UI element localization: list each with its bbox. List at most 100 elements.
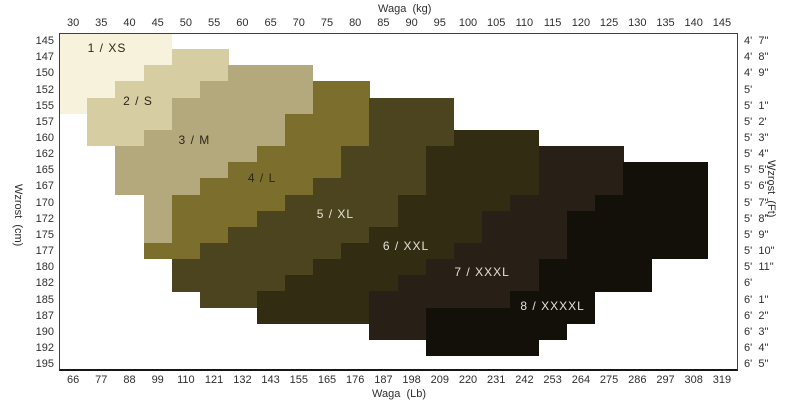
tick-cm-155: 155 bbox=[35, 99, 54, 112]
region-cell-L bbox=[228, 162, 342, 179]
region-cell-XXXL bbox=[397, 275, 539, 292]
tick-lb-165: 165 bbox=[317, 374, 337, 386]
region-cell-XL bbox=[171, 259, 314, 276]
region-cell-XXXL bbox=[425, 259, 539, 276]
tick-cm-162: 162 bbox=[35, 148, 54, 161]
tick-kg-35: 35 bbox=[95, 17, 108, 29]
region-cell-XXXXL bbox=[595, 194, 709, 212]
region-cell-XS bbox=[59, 49, 173, 66]
tick-lb-187: 187 bbox=[374, 374, 393, 386]
region-cell-XL bbox=[341, 146, 427, 163]
tick-kg-140: 140 bbox=[684, 17, 703, 29]
region-cell-XXL bbox=[397, 194, 511, 212]
region-cell-XS bbox=[59, 65, 145, 82]
region-cell-L bbox=[284, 113, 370, 131]
region-cell-XL bbox=[369, 129, 455, 147]
region-cell-XL bbox=[369, 113, 455, 131]
region-cell-M bbox=[200, 81, 314, 98]
tick-lb-286: 286 bbox=[628, 374, 647, 386]
region-cell-XL bbox=[369, 97, 455, 115]
region-cell-XXXXL bbox=[425, 323, 568, 341]
region-cell-L bbox=[171, 210, 257, 228]
region-cell-XXL bbox=[256, 291, 370, 308]
tick-cm-170: 170 bbox=[35, 196, 54, 209]
region-cell-XXL bbox=[425, 162, 539, 179]
region-cell-M bbox=[115, 162, 229, 179]
region-cell-S bbox=[87, 113, 173, 131]
tick-lb-231: 231 bbox=[487, 374, 506, 386]
tick-ft-7: 5' 4" bbox=[744, 148, 769, 161]
region-cell-XXXXL bbox=[623, 178, 709, 195]
region-cell-XL bbox=[200, 291, 257, 308]
region-cell-XXXXL bbox=[425, 307, 596, 325]
tick-kg-45: 45 bbox=[151, 17, 164, 29]
tick-lb-275: 275 bbox=[599, 374, 619, 386]
tick-lb-155: 155 bbox=[289, 374, 308, 386]
tick-cm-190: 190 bbox=[35, 325, 54, 338]
tick-cm-167: 167 bbox=[35, 180, 54, 193]
region-cell-M bbox=[143, 210, 173, 228]
tick-ft-10: 5' 7" bbox=[744, 196, 769, 209]
region-cell-XXL bbox=[397, 210, 483, 228]
tick-kg-75: 75 bbox=[320, 17, 334, 29]
tick-kg-130: 130 bbox=[628, 17, 647, 29]
region-cell-XXXXL bbox=[425, 339, 539, 357]
region-cell-XXXXL bbox=[623, 162, 709, 179]
region-cell-L bbox=[284, 129, 370, 147]
region-cell-L bbox=[143, 242, 201, 260]
tick-cm-157: 157 bbox=[35, 115, 54, 128]
tick-lb-264: 264 bbox=[571, 374, 591, 386]
region-cell-XXXXL bbox=[510, 291, 596, 308]
region-cell-XS bbox=[59, 97, 88, 115]
tick-ft-12: 5' 9" bbox=[744, 228, 769, 241]
tick-lb-209: 209 bbox=[430, 374, 449, 386]
region-cell-M bbox=[143, 226, 173, 244]
region-cell-XXXL bbox=[538, 162, 624, 179]
tick-cm-185: 185 bbox=[35, 293, 54, 306]
region-cell-XXL bbox=[369, 226, 483, 244]
region-cell-XXXXL bbox=[566, 226, 709, 244]
region-cell-XXXL bbox=[369, 307, 427, 325]
region-cell-S bbox=[143, 65, 229, 82]
tick-lb-88: 88 bbox=[123, 374, 136, 386]
region-cell-XXXL bbox=[453, 242, 568, 260]
region-cell-XXXL bbox=[510, 194, 596, 212]
region-cell-L bbox=[200, 178, 314, 195]
region-cell-L bbox=[312, 81, 370, 98]
tick-ft-15: 6' bbox=[744, 277, 753, 290]
tick-ft-5: 5' 2' bbox=[744, 115, 767, 128]
region-cell-M bbox=[171, 113, 286, 131]
size-label-XL: 5 / XL bbox=[316, 207, 355, 221]
region-cell-XXXL bbox=[369, 323, 427, 341]
tick-kg-65: 65 bbox=[264, 17, 277, 29]
tick-lb-121: 121 bbox=[204, 374, 224, 386]
region-cell-M bbox=[115, 178, 201, 195]
tick-lb-77: 77 bbox=[95, 374, 108, 386]
tick-cm-182: 182 bbox=[35, 277, 54, 290]
region-cell-XXXXL bbox=[538, 259, 652, 276]
size-label-S: 2 / S bbox=[123, 94, 153, 108]
tick-kg-115: 115 bbox=[543, 17, 562, 29]
size-label-XXXL: 7 / XXXL bbox=[454, 265, 510, 279]
tick-ft-4: 5' 1" bbox=[744, 99, 769, 112]
tick-ft-16: 6' 1" bbox=[744, 293, 769, 306]
tick-lb-297: 297 bbox=[656, 374, 675, 386]
region-cell-XL bbox=[341, 162, 427, 179]
tick-cm-160: 160 bbox=[35, 132, 54, 144]
size-label-M: 3 / M bbox=[178, 133, 211, 147]
region-cell-XL bbox=[312, 178, 427, 195]
tick-lb-220: 220 bbox=[458, 374, 478, 386]
region-cell-XS bbox=[59, 33, 173, 50]
tick-lb-176: 176 bbox=[346, 374, 365, 386]
tick-kg-85: 85 bbox=[377, 17, 390, 29]
tick-kg-80: 80 bbox=[349, 17, 362, 29]
region-cell-XXL bbox=[425, 178, 539, 195]
tick-kg-60: 60 bbox=[236, 17, 249, 29]
region-cell-XXL bbox=[341, 242, 455, 260]
tick-kg-100: 100 bbox=[458, 17, 478, 29]
region-cell-S bbox=[171, 49, 229, 66]
axis-title-height-cm: Wzrost (cm) bbox=[12, 184, 24, 247]
tick-kg-50: 50 bbox=[179, 17, 193, 29]
axis-title-weight-lb: Waga (Lb) bbox=[372, 388, 427, 400]
region-cell-XXL bbox=[284, 275, 398, 292]
